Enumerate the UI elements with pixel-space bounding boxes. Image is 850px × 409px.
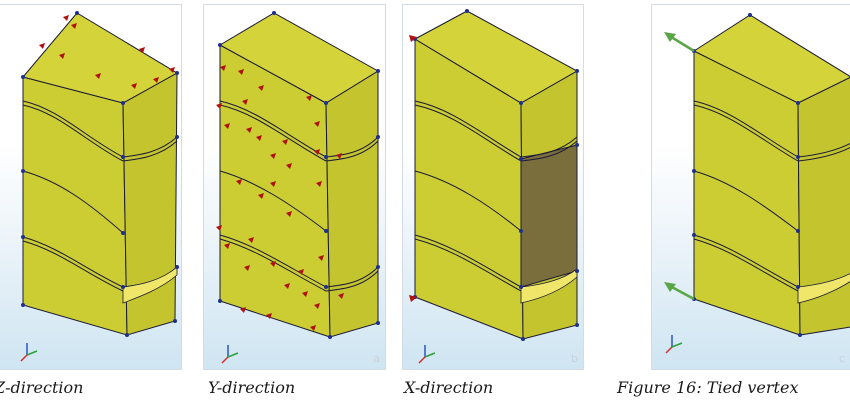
ply-interfaces	[219, 100, 379, 292]
block-faces	[218, 12, 379, 338]
highlighted-interface	[122, 266, 178, 304]
caption-x-direction: X-direction	[404, 378, 494, 397]
x-load-markers	[409, 35, 417, 302]
panel-letter-c: c	[838, 352, 845, 365]
axis-triad-icon	[665, 335, 683, 354]
y-load-markers	[216, 65, 344, 331]
panel-z-direction	[0, 4, 182, 370]
ply-interfaces	[414, 100, 578, 292]
panel-letter-a: a	[373, 352, 380, 365]
panel-letter-b: b	[571, 352, 578, 365]
highlighted-interface	[520, 268, 578, 304]
vertex-dots	[413, 9, 579, 341]
vertex-dots	[218, 11, 380, 339]
panel-x-direction: b	[402, 4, 584, 370]
axis-triad-icon	[418, 345, 436, 364]
vertex-dots	[21, 11, 179, 337]
block-model-z	[20, 11, 179, 362]
axis-triad-icon	[221, 345, 239, 364]
block-model-x	[409, 9, 579, 364]
tie-arrow-icon-bottom	[664, 282, 695, 301]
z-load-markers	[39, 15, 175, 89]
caption-y-direction: Y-direction	[208, 378, 296, 397]
highlighted-interface	[797, 273, 850, 304]
tie-arrow-icon-top	[664, 32, 695, 53]
panel-tied-vertex: c	[651, 4, 850, 370]
caption-z-direction: Z-direction	[0, 378, 84, 397]
ply-interfaces	[693, 100, 850, 292]
block-model-y	[216, 11, 380, 364]
block-model-tied	[664, 13, 850, 354]
block-faces	[22, 12, 178, 336]
selected-face	[520, 144, 578, 288]
panel-y-direction: a	[203, 4, 386, 370]
block-faces	[692, 14, 850, 336]
caption-figure-16: Figure 16: Tied vertex	[617, 378, 799, 397]
axis-triad-icon	[20, 343, 38, 362]
